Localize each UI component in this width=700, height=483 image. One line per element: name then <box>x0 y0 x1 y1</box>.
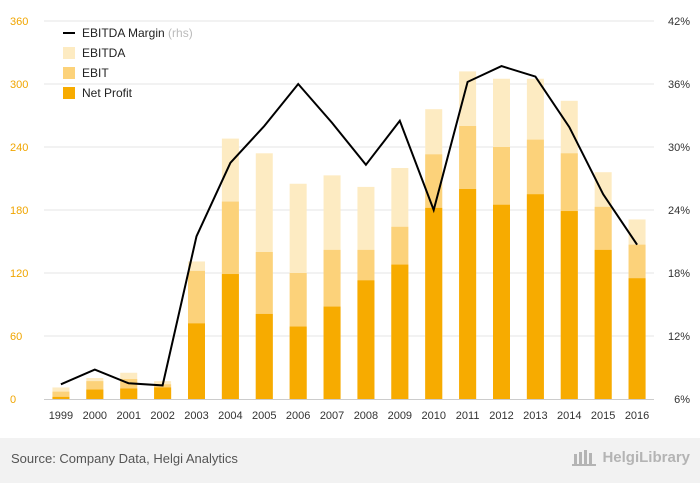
x-tick-label: 2013 <box>523 410 547 422</box>
chart: 0 6% 60 12% 120 18% 180 24% 240 30% 300 36% 360 42% 19… <box>10 16 690 422</box>
x-tick-label: 2008 <box>354 410 378 422</box>
y-left-tick-label: 300 <box>10 79 28 91</box>
line-ebitda-margin <box>60 65 638 387</box>
bar-net-profit <box>357 280 375 399</box>
legend-label: Net Profit <box>82 86 133 100</box>
x-tick-label: 2001 <box>116 410 140 422</box>
bars <box>52 71 646 400</box>
y-right-tick-label: 36% <box>668 79 690 91</box>
bar-net-profit <box>188 323 205 399</box>
bar-ebit <box>52 391 70 399</box>
footer: Source: Company Data, Helgi Analytics He… <box>0 438 700 483</box>
bar-net-profit <box>526 194 544 399</box>
x-tick-label: 2009 <box>388 410 412 422</box>
bar-net-profit <box>154 387 172 399</box>
y-right-tick-label: 24% <box>668 205 690 217</box>
legend-label: EBITDA <box>82 46 125 60</box>
bar-net-profit <box>289 326 307 399</box>
y-left-tick-label: 0 <box>10 394 16 406</box>
margin-line <box>60 65 638 387</box>
brand-text: HelgiLibrary <box>602 448 690 466</box>
x-tick-label: 2014 <box>557 410 581 422</box>
x-tick-label: 2007 <box>320 410 344 422</box>
axes: 0 6% 60 12% 120 18% 180 24% 240 30% 300 36% 360 42% 19… <box>10 16 690 422</box>
bar-net-profit <box>594 249 612 399</box>
bar-net-profit <box>560 211 578 399</box>
x-tick-label: 2003 <box>184 410 208 422</box>
bar-net-profit <box>86 389 104 399</box>
y-right-tick-label: 30% <box>668 142 690 154</box>
x-tick-label: 2011 <box>456 410 480 422</box>
x-tick-label: 2000 <box>83 410 107 422</box>
bar-net-profit <box>391 264 409 399</box>
x-tick-label: 2002 <box>150 410 174 422</box>
y-left-tick-label: 240 <box>10 142 28 154</box>
y-right-tick-label: 42% <box>668 16 690 28</box>
x-tick-label: 2010 <box>421 410 445 422</box>
bar-net-profit <box>120 388 138 399</box>
x-tick-label: 2015 <box>591 410 615 422</box>
legend-label-suffix: (rhs) <box>165 26 193 40</box>
x-tick-label: 2005 <box>252 410 276 422</box>
y-left-tick-label: 360 <box>10 16 28 28</box>
legend-label: EBITDA Margin (rhs) <box>82 26 193 40</box>
y-right-tick-label: 18% <box>668 268 690 280</box>
y-left-tick-label: 60 <box>10 331 22 343</box>
x-tick-label: 2016 <box>625 410 649 422</box>
brand-logo: HelgiLibrary <box>572 448 690 466</box>
bar-net-profit <box>52 396 70 399</box>
gridlines <box>44 20 654 337</box>
x-tick-label: 1999 <box>49 410 73 422</box>
y-left-tick-label: 120 <box>10 268 28 280</box>
y-right-tick-label: 6% <box>674 394 690 406</box>
legend: EBITDA Margin (rhs) EBITDA EBIT Net Profit <box>63 26 193 100</box>
bar-net-profit <box>221 274 239 399</box>
x-tick-label: 2012 <box>489 410 513 422</box>
legend-label: EBIT <box>82 66 109 80</box>
x-tick-label: 2006 <box>286 410 310 422</box>
legend-swatch <box>63 87 75 99</box>
bar-net-profit <box>493 204 510 399</box>
bar-net-profit <box>425 207 443 399</box>
bar-net-profit <box>628 278 646 399</box>
bar-net-profit <box>255 313 273 399</box>
legend-swatch <box>63 67 75 79</box>
y-right-tick-label: 12% <box>668 331 690 343</box>
legend-swatch <box>63 47 75 59</box>
x-tick-label: 2004 <box>218 410 242 422</box>
source-text: Source: Company Data, Helgi Analytics <box>11 451 238 466</box>
library-icon <box>572 450 597 466</box>
y-left-tick-label: 180 <box>10 205 28 217</box>
bar-net-profit <box>459 189 477 399</box>
bar-net-profit <box>323 306 341 399</box>
